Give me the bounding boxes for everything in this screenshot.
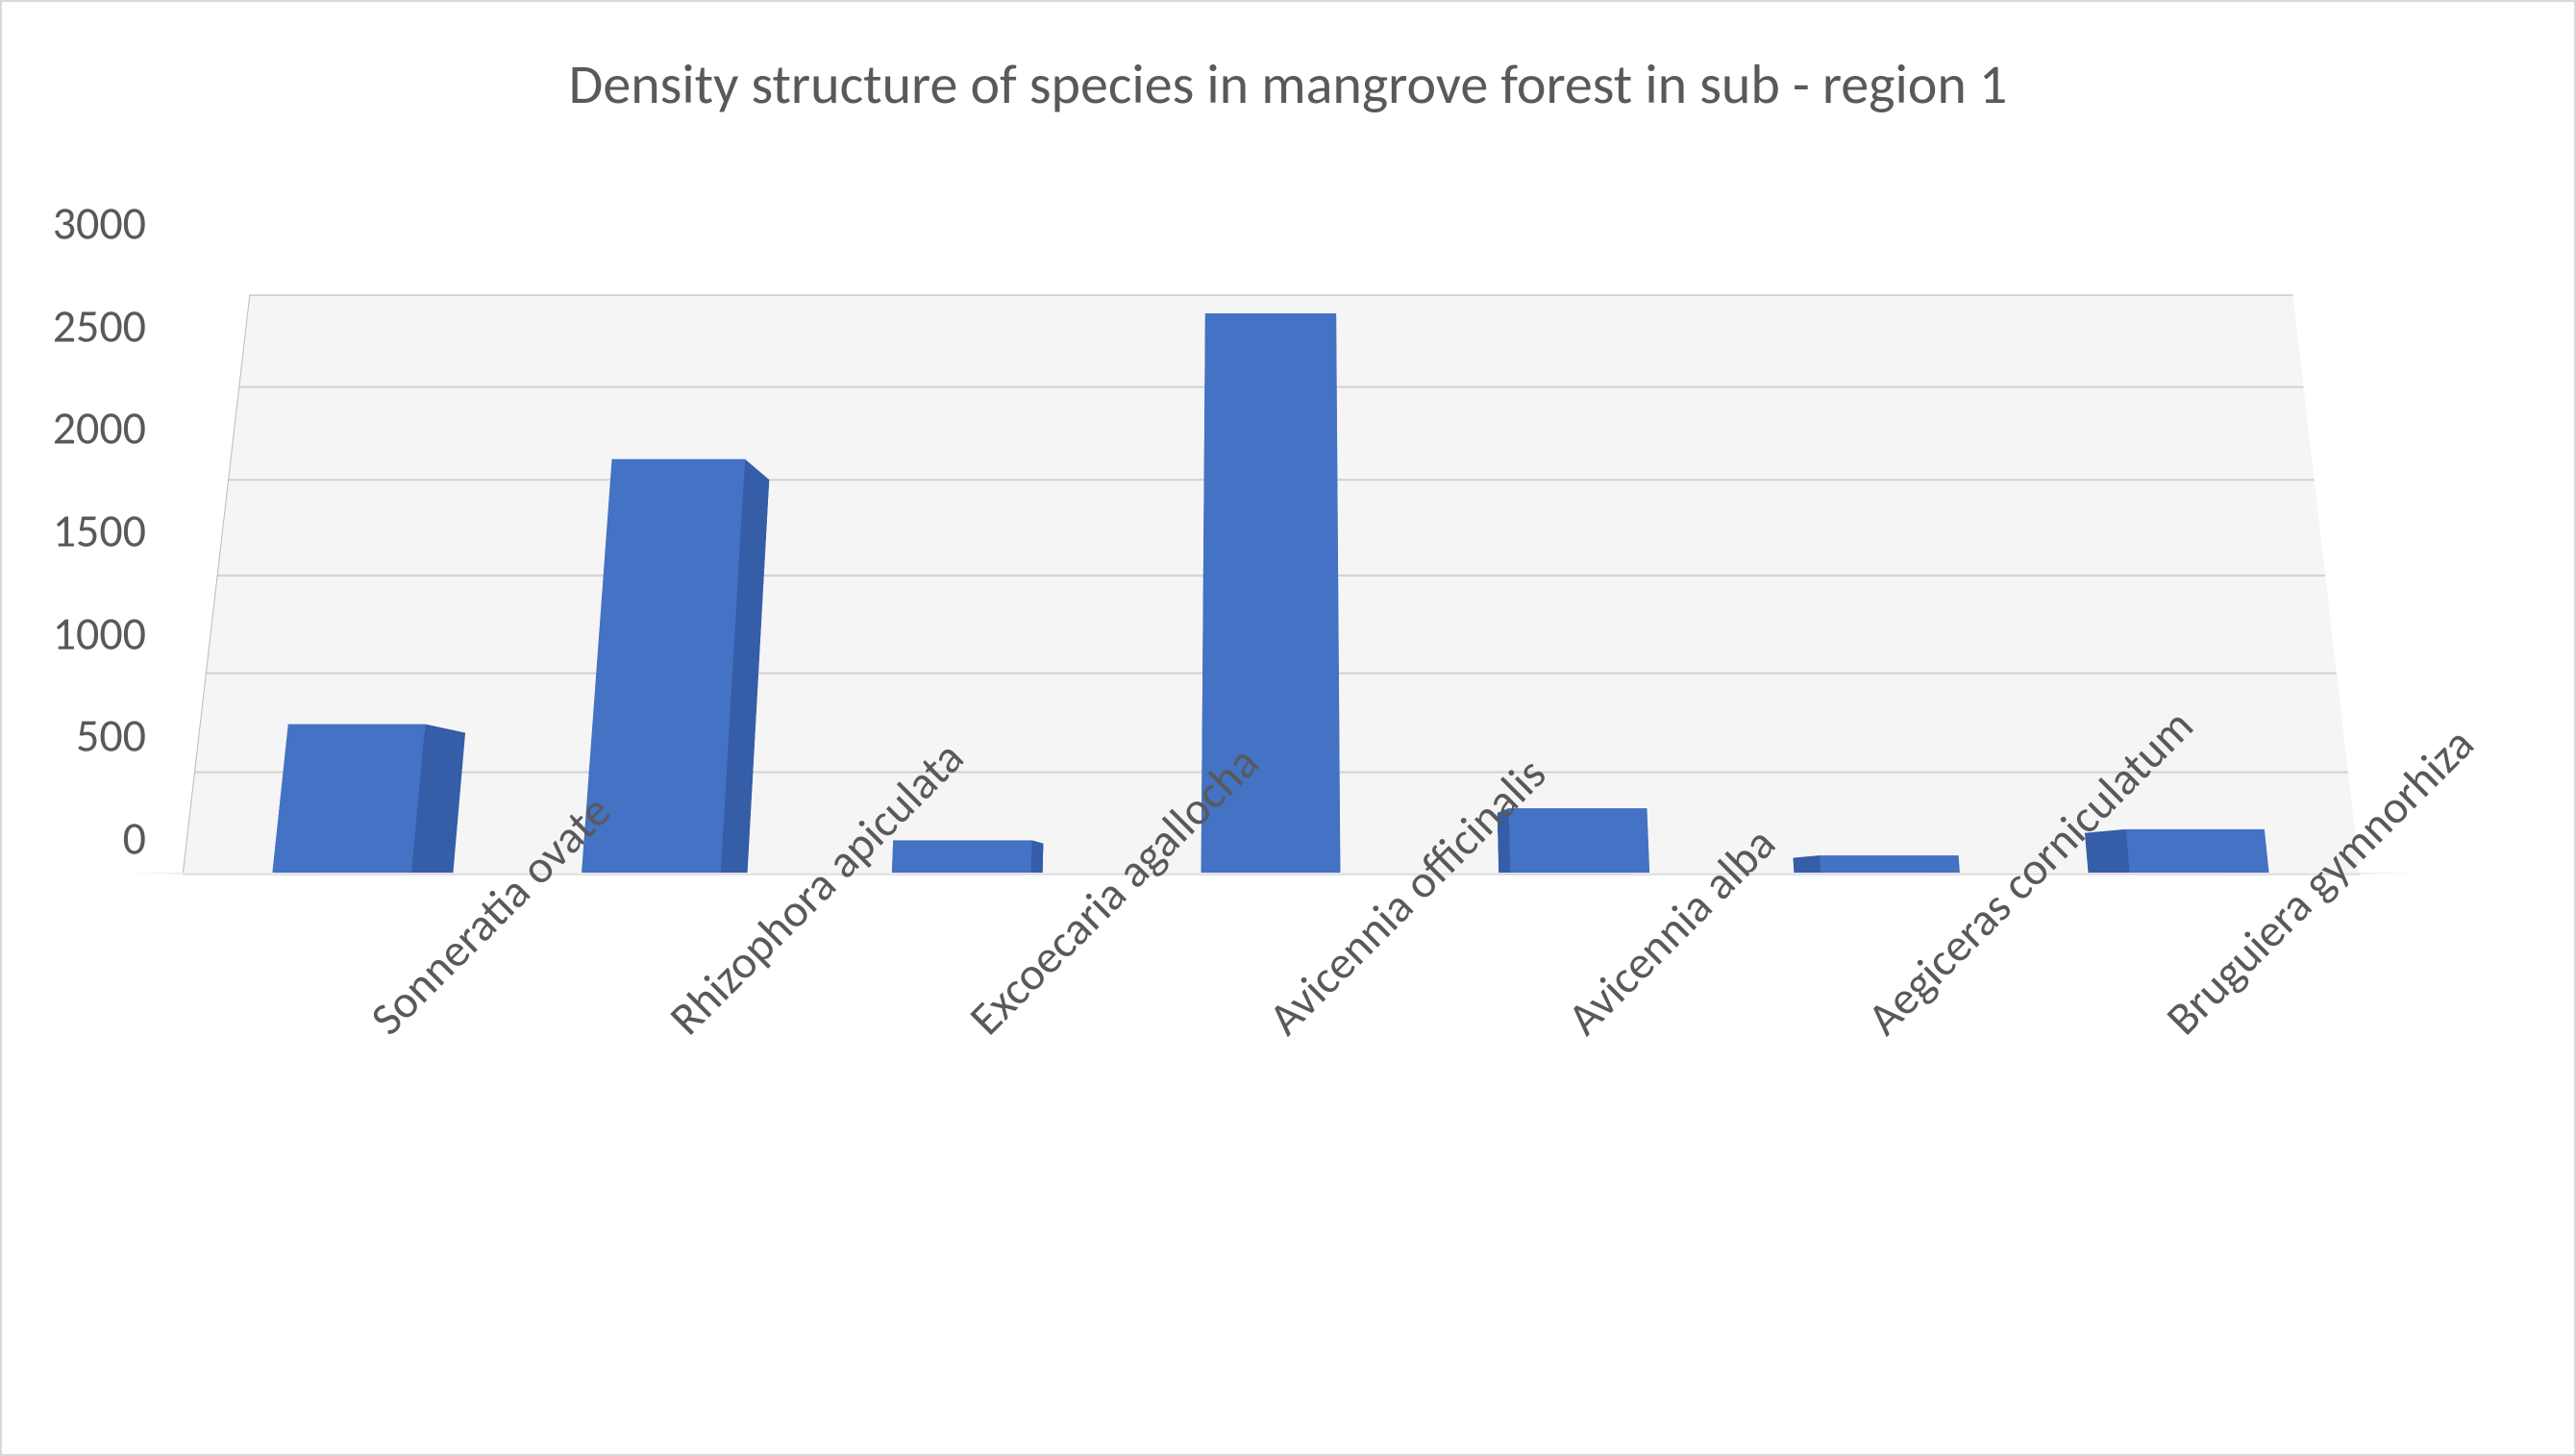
bar — [599, 470, 757, 874]
bar-face-front — [2126, 829, 2269, 873]
y-tick-label: 2500 — [0, 297, 146, 354]
bar — [1806, 856, 1943, 874]
bar-face-right — [1030, 840, 1043, 874]
y-tick-label: 1500 — [0, 503, 146, 559]
x-axis-labels: Sonneratia ovateRhizophora apiculataExco… — [223, 925, 2318, 981]
y-tick-label: 2000 — [0, 400, 146, 457]
bar — [1503, 811, 1641, 874]
chart-container: Density structure of species in mangrove… — [0, 0, 2576, 1456]
y-tick-label: 1000 — [0, 605, 146, 661]
x-tick-label: Aegiceras corniculatum — [1855, 911, 1991, 1047]
chart-title: Density structure of species in mangrove… — [2, 50, 2574, 118]
x-tick-label: Avicennia officinalis — [1256, 911, 1392, 1047]
plot-area — [165, 252, 2376, 867]
bar-face-front — [891, 840, 1031, 873]
x-tick-label: Bruguiera gymnorhiza — [2154, 911, 2290, 1047]
gridline — [250, 294, 2293, 296]
bar-face-left — [1793, 855, 1820, 875]
plot-3d-scene — [127, 266, 2414, 873]
x-tick-label: Sonneratia ovate — [359, 911, 494, 1047]
bars-group — [213, 281, 2327, 873]
bar-face-front — [272, 724, 425, 873]
x-tick-label: Excoecaria agallocha — [957, 911, 1093, 1047]
bar-face-front — [1509, 808, 1650, 873]
y-tick-label: 500 — [0, 707, 146, 764]
bar — [297, 728, 446, 874]
x-tick-label: Rhizophora apiculata — [657, 911, 793, 1047]
y-tick-label: 0 — [0, 810, 146, 867]
bar-face-front — [1820, 855, 1960, 873]
y-tick-label: 3000 — [0, 195, 146, 252]
bar — [2105, 831, 2244, 874]
x-tick-label: Avicennia alba — [1556, 911, 1692, 1047]
bar — [901, 842, 1037, 874]
